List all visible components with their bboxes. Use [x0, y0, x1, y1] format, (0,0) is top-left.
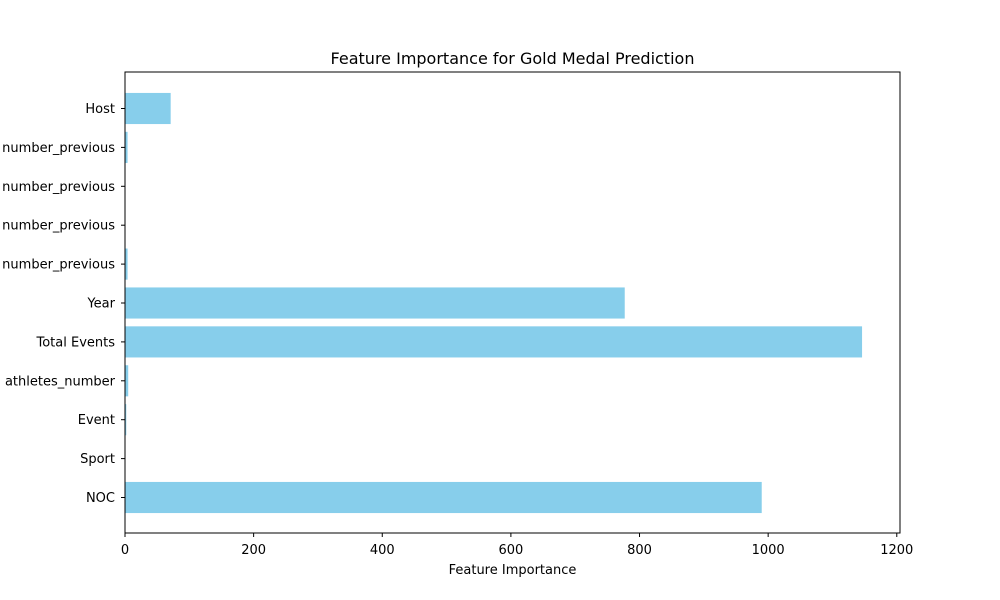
x-tick-label: 600: [498, 543, 523, 558]
bar: [125, 131, 128, 163]
x-tick-label: 200: [241, 543, 266, 558]
bar: [125, 326, 863, 358]
bar: [125, 481, 762, 514]
y-tick-label: Year: [86, 297, 115, 312]
x-axis: 0 200 400 600 800 1000 1200: [121, 533, 913, 558]
y-tick-label: number_previous: [2, 180, 115, 195]
bars-layer: [125, 92, 863, 514]
y-tick-label: Event: [78, 413, 115, 428]
y-tick-label: number_previous: [2, 258, 115, 273]
x-tick-label: 1200: [880, 543, 913, 558]
x-axis-label: Feature Importance: [449, 563, 577, 578]
chart-title: Feature Importance for Gold Medal Predic…: [331, 49, 695, 68]
y-tick-label: athletes_number: [5, 374, 116, 389]
x-tick-label: 800: [627, 543, 652, 558]
bar: [125, 92, 171, 125]
x-tick-label: 400: [370, 543, 395, 558]
bar: [125, 248, 128, 280]
bar: [125, 365, 129, 397]
y-tick-label: Host: [85, 102, 115, 117]
bar: [125, 287, 625, 319]
x-tick-label: 1000: [752, 543, 785, 558]
y-axis: Hostnumber_previousnumber_previousnumber…: [2, 102, 125, 506]
y-tick-label: number_previous: [2, 141, 115, 156]
y-tick-label: Sport: [80, 452, 115, 467]
y-tick-label: number_previous: [2, 219, 115, 234]
y-tick-label: NOC: [86, 491, 115, 506]
x-tick-label: 0: [121, 543, 129, 558]
bar: [125, 404, 127, 436]
y-tick-label: Total Events: [35, 335, 115, 350]
